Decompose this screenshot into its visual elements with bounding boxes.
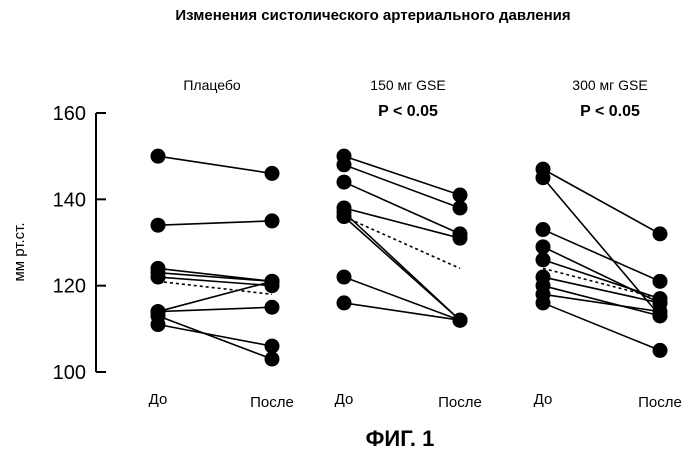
pair-line — [543, 260, 660, 299]
point-before — [337, 175, 352, 190]
group-label: Плацебо — [183, 77, 241, 93]
y-tick-label: 140 — [53, 189, 86, 211]
point-after — [653, 343, 668, 358]
point-before — [536, 170, 551, 185]
y-ticks: 100 120 140 160 — [53, 103, 106, 384]
pair-line — [158, 316, 272, 359]
point-before — [536, 239, 551, 254]
pair-line — [344, 208, 460, 238]
group-label: 150 мг GSE — [370, 77, 445, 93]
point-after — [453, 313, 468, 328]
pair-line — [344, 217, 460, 321]
pair-line — [158, 221, 272, 225]
y-tick-label: 120 — [53, 276, 86, 298]
point-after — [453, 200, 468, 215]
x-label-before: До — [534, 391, 553, 408]
point-before — [536, 222, 551, 237]
pair-line — [344, 277, 460, 320]
point-before — [151, 270, 166, 285]
y-tick-label: 100 — [53, 362, 86, 384]
x-label-before: До — [149, 391, 168, 408]
chart-title: Изменения систолического артериального д… — [175, 7, 570, 24]
point-after — [453, 231, 468, 246]
group-0: Плацебо До После — [149, 77, 294, 411]
x-label-after: После — [438, 394, 482, 411]
mean-line — [158, 281, 272, 294]
x-label-after: После — [638, 394, 682, 411]
pair-line — [158, 307, 272, 311]
pair-line — [158, 156, 272, 173]
point-before — [151, 218, 166, 233]
x-label-before: До — [335, 391, 354, 408]
mean-line — [344, 217, 460, 269]
figure-caption: ФИГ. 1 — [366, 426, 435, 450]
point-before — [337, 270, 352, 285]
point-before — [536, 252, 551, 267]
group-2: 300 мг GSE P < 0.05 До После — [534, 77, 682, 411]
pair-line — [158, 277, 272, 286]
point-after — [265, 213, 280, 228]
point-before — [337, 295, 352, 310]
point-after — [265, 339, 280, 354]
y-axis-label: мм рт.ст. — [11, 222, 28, 281]
p-value-label: P < 0.05 — [378, 103, 438, 120]
point-after — [265, 274, 280, 289]
pair-line — [543, 303, 660, 350]
point-before — [536, 295, 551, 310]
point-after — [265, 300, 280, 315]
y-tick-label: 160 — [53, 103, 86, 125]
point-before — [337, 209, 352, 224]
point-after — [453, 188, 468, 203]
point-before — [151, 149, 166, 164]
p-value-label: P < 0.05 — [580, 103, 640, 120]
pair-line — [158, 281, 272, 311]
pair-line — [344, 165, 460, 208]
x-label-after: После — [250, 394, 294, 411]
pair-line — [543, 294, 660, 311]
groups: ПлацебоДоПосле150 мг GSEP < 0.05ДоПосле3… — [149, 77, 682, 411]
point-after — [653, 226, 668, 241]
point-after — [265, 166, 280, 181]
point-before — [337, 157, 352, 172]
group-label: 300 мг GSE — [572, 77, 647, 93]
pair-line — [158, 325, 272, 347]
point-after — [265, 352, 280, 367]
point-after — [653, 304, 668, 319]
point-before — [151, 317, 166, 332]
point-after — [653, 274, 668, 289]
group-1: 150 мг GSE P < 0.05 До После — [335, 77, 482, 411]
pair-line — [158, 273, 272, 282]
pair-line — [543, 169, 660, 234]
